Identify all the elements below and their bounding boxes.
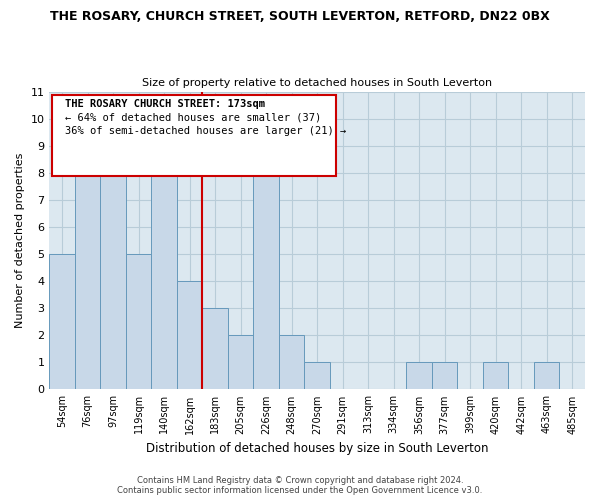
Bar xyxy=(202,308,228,390)
Text: ← 64% of detached houses are smaller (37): ← 64% of detached houses are smaller (37… xyxy=(65,112,322,122)
Bar xyxy=(279,336,304,390)
Text: Contains HM Land Registry data © Crown copyright and database right 2024.
Contai: Contains HM Land Registry data © Crown c… xyxy=(118,476,482,495)
Bar xyxy=(253,146,279,390)
Text: THE ROSARY, CHURCH STREET, SOUTH LEVERTON, RETFORD, DN22 0BX: THE ROSARY, CHURCH STREET, SOUTH LEVERTO… xyxy=(50,10,550,23)
Y-axis label: Number of detached properties: Number of detached properties xyxy=(15,153,25,328)
Bar xyxy=(483,362,508,390)
Bar xyxy=(534,362,559,390)
Bar xyxy=(49,254,75,390)
Bar xyxy=(228,336,253,390)
Text: THE ROSARY CHURCH STREET: 173sqm: THE ROSARY CHURCH STREET: 173sqm xyxy=(65,99,265,109)
Bar xyxy=(406,362,432,390)
Bar xyxy=(177,281,202,390)
FancyBboxPatch shape xyxy=(52,94,336,176)
Text: 36% of semi-detached houses are larger (21) →: 36% of semi-detached houses are larger (… xyxy=(65,126,347,136)
Bar xyxy=(432,362,457,390)
Bar xyxy=(75,173,100,390)
Title: Size of property relative to detached houses in South Leverton: Size of property relative to detached ho… xyxy=(142,78,492,88)
Bar xyxy=(304,362,330,390)
Bar xyxy=(151,173,177,390)
Bar xyxy=(126,254,151,390)
X-axis label: Distribution of detached houses by size in South Leverton: Distribution of detached houses by size … xyxy=(146,442,488,455)
Bar xyxy=(100,146,126,390)
